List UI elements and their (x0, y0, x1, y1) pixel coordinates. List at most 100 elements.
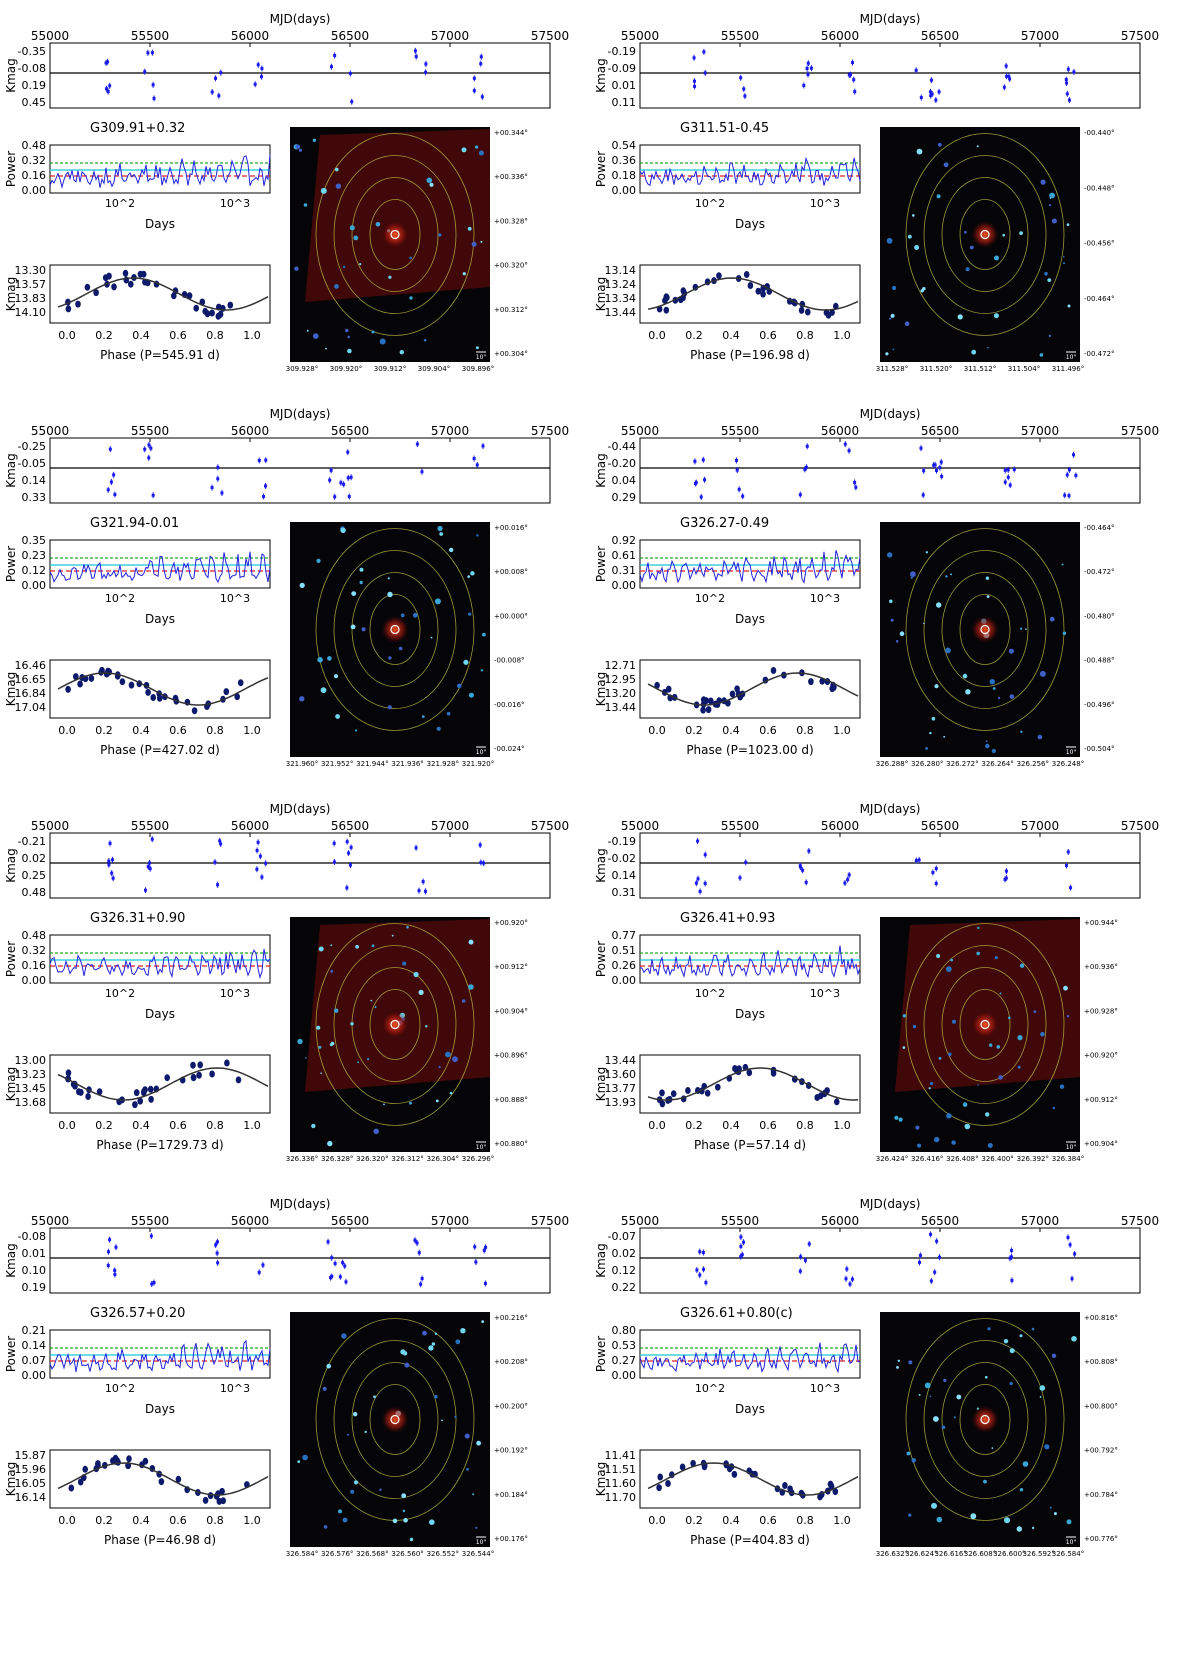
sky-image-star (345, 328, 349, 333)
sky-image-star (1049, 1506, 1052, 1509)
phase-point (186, 292, 193, 300)
lightcurve-point (345, 840, 349, 844)
periodogram-x-title: Days (735, 1402, 765, 1416)
lightcurve-y-tick: -0.08 (18, 62, 46, 75)
sky-image-star (436, 726, 441, 731)
lightcurve-point (930, 92, 934, 96)
lightcurve-point (692, 79, 696, 83)
sky-image-contour (923, 550, 1047, 709)
lightcurve-point (333, 1261, 337, 1265)
phase-x-tick: 0.4 (722, 1514, 740, 1527)
lightcurve-point (220, 491, 224, 495)
sky-image-star (299, 696, 305, 702)
lightcurve-point (703, 853, 707, 857)
lightcurve-point (152, 1281, 156, 1285)
lightcurve-point (1008, 1256, 1012, 1260)
sky-image-contour (959, 989, 1011, 1060)
lightcurve-point (219, 71, 223, 75)
image-y-tick: +00.920° (494, 919, 528, 927)
lightcurve-point (848, 73, 852, 77)
lightcurve-point (743, 94, 747, 98)
sky-image-contour (905, 528, 1065, 731)
lightcurve-point (413, 49, 417, 53)
sky-image-star (341, 1333, 347, 1339)
sky-image-star (1071, 1336, 1077, 1342)
periodogram-series (639, 945, 861, 979)
sky-image-star (915, 1125, 920, 1130)
sky-image-star (977, 1084, 979, 1086)
phase-point (662, 297, 668, 304)
sky-image-star (303, 203, 308, 207)
phase-point (805, 308, 811, 316)
sky-image-star (985, 740, 988, 743)
mjd-tick-label: 55500 (721, 819, 759, 833)
phase-y-tick: 11.41 (605, 1449, 637, 1462)
lightcurve-point (258, 854, 262, 858)
lightcurve-point (350, 100, 354, 104)
lightcurve-point (704, 1281, 708, 1285)
periodogram-frame (639, 1329, 861, 1379)
lightcurve-point (149, 446, 153, 450)
sky-image-star (340, 527, 346, 533)
lightcurve-point (801, 868, 805, 872)
sky-image-star (908, 1513, 912, 1517)
sky-image-star (1066, 1015, 1070, 1018)
sky-image-star (941, 1425, 946, 1430)
phase-x-tick: 0.0 (648, 329, 666, 342)
phase-point (96, 1088, 103, 1096)
sky-image-target-glow (381, 1010, 409, 1039)
sky-image-star (325, 347, 327, 350)
sky-image-star (311, 1123, 316, 1129)
lightcurve-point (852, 78, 856, 82)
sky-image-star (1039, 1396, 1042, 1398)
periodogram-y-tick: 0.12 (22, 564, 47, 577)
sky-image-contour (941, 572, 1029, 687)
sky-image-star (892, 285, 897, 291)
phase-point (703, 697, 709, 705)
phase-x-tick: 0.0 (648, 1514, 666, 1527)
mjd-tick-label: 55000 (621, 29, 659, 43)
mjd-tick-label: 55000 (621, 424, 659, 438)
lightcurve-point (693, 84, 697, 88)
mjd-tick-label: 57500 (531, 819, 569, 833)
sky-image-star (373, 1128, 380, 1135)
lightcurve-point (257, 458, 261, 462)
lightcurve-point (696, 877, 700, 881)
lightcurve-point (106, 1250, 110, 1254)
lightcurve-point (1067, 98, 1071, 102)
periodogram-y-tick: 0.61 (612, 549, 637, 562)
lightcurve-point (1008, 483, 1012, 487)
sky-image-star (342, 265, 346, 269)
sky-image-star (302, 1454, 308, 1461)
sky-image-star (907, 234, 912, 239)
lightcurve-point (934, 469, 938, 473)
phase-y-tick: 17.04 (15, 701, 47, 714)
image-x-tick: 311.496° (1052, 365, 1084, 373)
mjd-tick-label: 56000 (821, 819, 859, 833)
phase-x-tick: 0.4 (132, 724, 150, 737)
phase-point (132, 1101, 138, 1109)
periodogram-x-title: Days (145, 217, 175, 231)
lightcurve-point (329, 1276, 333, 1280)
mjd-tick-label: 57000 (431, 29, 469, 43)
sky-image-star (930, 1081, 934, 1086)
lightcurve-frame (49, 437, 551, 504)
phase-point (164, 1074, 170, 1082)
lightcurve-y-title: Kmag (594, 1243, 608, 1278)
periodogram-x-tick: 10^2 (695, 592, 725, 605)
sky-image-star (1044, 1444, 1050, 1450)
periodogram-y-tick: 0.51 (612, 944, 637, 957)
sky-image-star (295, 144, 301, 150)
mjd-axis-title: MJD(days) (270, 407, 331, 421)
lightcurve-point (806, 61, 810, 65)
sky-image-star (945, 647, 951, 654)
sky-image-target-glow (381, 1405, 409, 1434)
phase-point (656, 1484, 662, 1492)
lightcurve-point (110, 871, 114, 875)
phase-x-tick: 0.8 (206, 329, 224, 342)
sky-image-star (326, 1363, 332, 1369)
lightcurve-point (1066, 67, 1070, 71)
lightcurve-point (698, 1273, 702, 1277)
sky-image-star (434, 598, 441, 605)
sky-image-star (306, 329, 309, 332)
